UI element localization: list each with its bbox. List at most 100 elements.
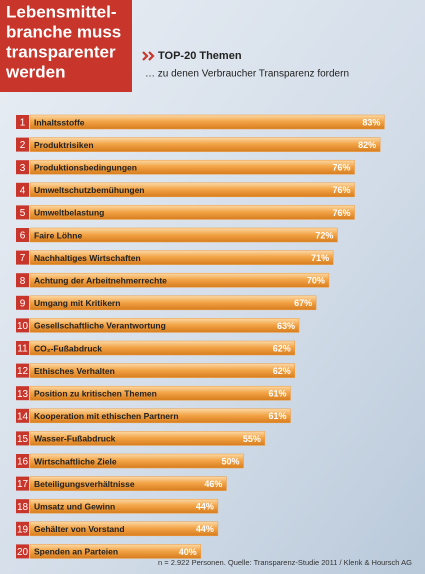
value-label: 62% [273,366,291,376]
title-box [0,0,132,92]
value-label: 44% [196,524,214,534]
category-label: Umweltbelastung [34,208,104,218]
title-line: Lebensmittel- [6,2,117,21]
category-label: Umweltschutzbemühungen [34,185,145,195]
value-label: 63% [277,321,295,331]
rank-box [16,454,29,468]
rank-label: 3 [20,163,26,174]
value-label: 76% [333,163,351,173]
category-label: Faire Löhne [34,230,82,240]
value-label: 61% [268,411,286,421]
value-label: 72% [315,230,333,240]
category-label: Wirtschaftliche Ziele [34,456,117,466]
category-label: Achtung der Arbeitnehmerrechte [34,275,167,285]
value-label: 82% [358,140,376,150]
category-label: Umgang mit Kritikern [34,298,120,308]
bar [29,137,381,152]
rank-label: 8 [20,276,26,287]
source-note: n = 2.922 Personen. Quelle: Transparenz-… [158,558,412,567]
rank-label: 9 [20,298,26,309]
bar [29,544,202,559]
category-label: Gesellschaftliche Verantwortung [34,321,166,331]
bar [29,114,385,130]
category-label: Beteiligungsverhältnisse [34,479,135,489]
category-label: Produktrisiken [34,140,94,150]
rank-label: 19 [17,524,29,535]
rank-label: 11 [17,344,28,355]
bar [29,318,300,333]
rank-box [16,521,29,536]
bar [29,227,338,243]
rank-label: 12 [17,366,29,377]
rank-box [16,273,29,288]
rank-box [16,228,29,242]
bar [29,476,227,491]
bar [29,205,355,220]
rank-label: 17 [17,479,29,490]
category-label: Position zu kritischen Themen [34,388,157,398]
rank-label: 2 [20,140,26,151]
bar [29,408,291,424]
rank-box [16,182,29,197]
rank-label: 6 [20,231,26,242]
title: Lebensmittel- branche muss transparenter… [5,2,121,81]
category-label: Gehälter von Vorstand [34,524,125,534]
bar [29,385,291,401]
bar [29,272,330,288]
rank-label: 4 [20,185,26,196]
rank-label: 10 [17,321,29,332]
rank-label: 16 [17,457,29,468]
category-label: Nachhaltiges Wirtschaften [34,253,141,263]
rank-box [16,499,29,514]
category-label: Ethisches Verhalten [34,366,115,376]
rank-box [16,544,29,559]
bar [29,295,317,311]
chevron [142,51,155,61]
rank-label: 13 [17,389,29,400]
category-label: CO₂-Fußabdruck [34,343,102,353]
title-line: transparenter [6,42,116,61]
bar [29,498,219,514]
bar [29,431,266,446]
value-label: 40% [179,547,197,557]
bar [29,521,219,537]
rank-label: 15 [17,434,29,445]
value-label: 70% [307,276,325,286]
rank-label: 7 [20,253,26,264]
category-label: Spenden an Parteien [34,547,118,557]
bar [29,340,295,356]
rank-label: 20 [17,547,29,558]
category-label: Inhaltsstoffe [34,117,85,127]
rank-box [16,386,29,401]
subtitle: TOP-20 Themen [158,50,242,62]
value-label: 55% [243,434,261,444]
subtitle2: … zu denen Verbraucher Transparenz forde… [145,69,349,80]
rank-box [16,115,29,129]
rank-box [16,408,29,423]
category-label: Produktionsbedingungen [34,162,137,172]
bar [29,159,355,175]
value-label: 46% [204,479,222,489]
category-label: Wasser-Fußabdruck [34,434,116,444]
value-label: 76% [333,208,351,218]
rank-box [16,363,29,378]
rank-box [16,250,29,265]
rank-box [16,476,29,491]
value-label: 67% [294,298,312,308]
category-label: Umsatz und Gewinn [34,501,115,511]
title-line: werden [5,62,66,81]
rank-box [16,160,29,175]
rank-label: 18 [17,502,29,513]
rank-box [16,341,29,355]
value-label: 62% [273,343,291,353]
rank-box [16,137,29,152]
value-label: 50% [221,456,239,466]
rank-box [16,295,29,310]
rank-label: 1 [20,118,26,129]
bar [29,453,244,469]
rank-box [16,205,29,220]
bar [29,250,334,265]
bar [29,363,295,378]
rank-label: 5 [20,208,26,219]
